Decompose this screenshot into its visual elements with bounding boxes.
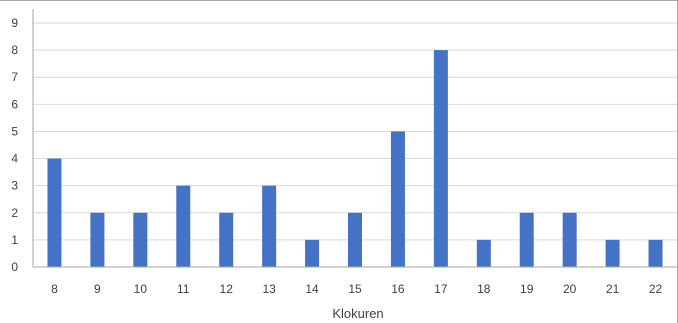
x-tick-label: 14 (305, 282, 319, 296)
axes (32, 9, 677, 268)
bar-21 (605, 239, 620, 267)
bar-20 (562, 212, 577, 267)
bar-18 (476, 239, 491, 267)
x-tick-label: 8 (51, 282, 58, 296)
x-tick-label: 11 (177, 282, 190, 296)
y-tick-label: 2 (11, 206, 18, 220)
x-tick-label: 17 (434, 282, 448, 296)
y-tick-label: 9 (11, 16, 18, 30)
bar-10 (133, 212, 148, 267)
bar-13 (262, 185, 277, 267)
bar-14 (305, 239, 320, 267)
y-tick-label: 5 (11, 124, 18, 138)
x-axis-title: Klokuren (332, 306, 383, 321)
bar-15 (348, 212, 362, 267)
y-tick-label: 6 (11, 97, 18, 111)
y-tick-label: 3 (11, 179, 18, 193)
x-tick-label: 13 (262, 282, 276, 296)
x-tick-label: 9 (94, 282, 101, 296)
bar-8 (47, 158, 62, 267)
x-tick-label: 20 (563, 282, 577, 296)
bar-19 (519, 212, 534, 267)
x-tick-label: 19 (520, 282, 534, 296)
bar-12 (219, 212, 234, 267)
x-tick-label: 21 (606, 282, 620, 296)
x-tick-labels: 8 9 10 11 12 13 14 15 16 17 18 19 20 21 22 (51, 282, 662, 296)
bar-22 (648, 239, 663, 267)
x-tick-label: 15 (348, 282, 362, 296)
bar-9 (90, 212, 105, 267)
x-tick-label: 22 (649, 282, 663, 296)
x-tick-label: 16 (391, 282, 405, 296)
x-tick-label: 18 (477, 282, 491, 296)
y-tick-labels: 0 1 2 3 4 5 6 7 8 9 (11, 16, 18, 274)
y-tick-label: 0 (11, 260, 18, 274)
x-tick-label: 10 (134, 282, 148, 296)
bar-11 (176, 185, 191, 267)
bar-17 (433, 50, 448, 267)
y-tick-label: 1 (11, 233, 18, 247)
gridlines (33, 22, 677, 241)
bars (47, 50, 663, 267)
bar-16 (390, 131, 405, 267)
y-tick-label: 8 (11, 43, 18, 57)
y-tick-label: 7 (11, 70, 18, 84)
y-tick-label: 4 (11, 152, 18, 166)
x-tick-label: 12 (220, 282, 234, 296)
